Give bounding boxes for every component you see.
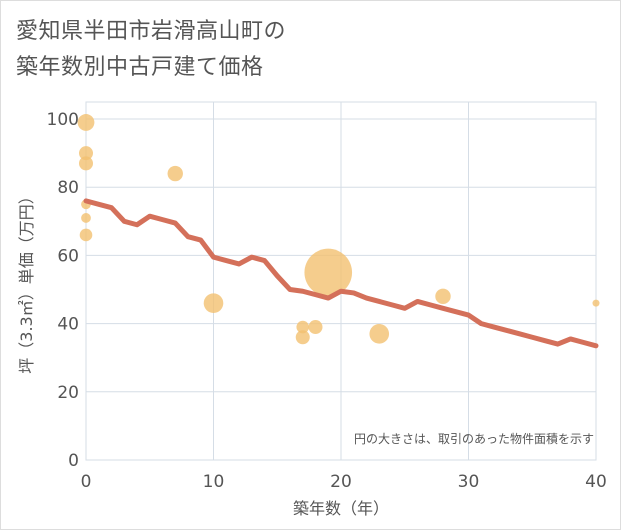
scatter-point-4 [81,213,91,223]
scatter-point-12 [369,324,390,344]
scatter-point-5 [79,228,93,242]
x-tick-label-1: 10 [203,472,225,492]
scatter-point-10 [308,320,323,335]
scatter-point-9 [295,330,310,345]
y-tick-label-2: 40 [57,315,79,335]
y-tick-label-4: 80 [57,178,79,198]
x-tick-label-4: 40 [585,472,607,492]
x-axis-label: 築年数（年） [293,499,389,518]
chart-title-line2: 築年数別中古戸建て価格 [16,55,264,80]
scatter-points [77,114,600,345]
scatter-point-13 [435,288,451,305]
tick-labels: 0 10 20 30 40 0 20 40 60 80 100 [47,110,607,492]
chart-title-line1: 愛知県半田市岩滑高山町の [16,19,287,44]
y-axis-label: 坪（3.3㎡）単価（万円） [17,188,36,373]
x-tick-label-3: 30 [458,472,480,492]
chart-title: 愛知県半田市岩滑高山町の 築年数別中古戸建て価格 [16,14,286,86]
scatter-point-6 [167,165,183,182]
x-tick-label-2: 20 [330,472,352,492]
scatter-point-7 [203,293,224,313]
y-tick-label-0: 0 [68,451,79,471]
scatter-point-11 [304,248,353,297]
scatter-point-8 [296,320,310,334]
scatter-point-0 [77,114,95,131]
y-tick-label-5: 100 [47,110,79,130]
trend-line-group [83,198,599,349]
scatter-point-2 [79,156,93,171]
y-tick-label-1: 20 [57,383,79,403]
trend-line [83,198,599,349]
size-note: 円の大きさは、取引のあった物件面積を示す [354,431,594,446]
y-tick-label-3: 60 [57,246,79,266]
x-tick-label-0: 0 [81,472,92,492]
plot-area [85,101,597,461]
scatter-point-14 [592,299,600,307]
scatter-point-1 [79,146,93,161]
